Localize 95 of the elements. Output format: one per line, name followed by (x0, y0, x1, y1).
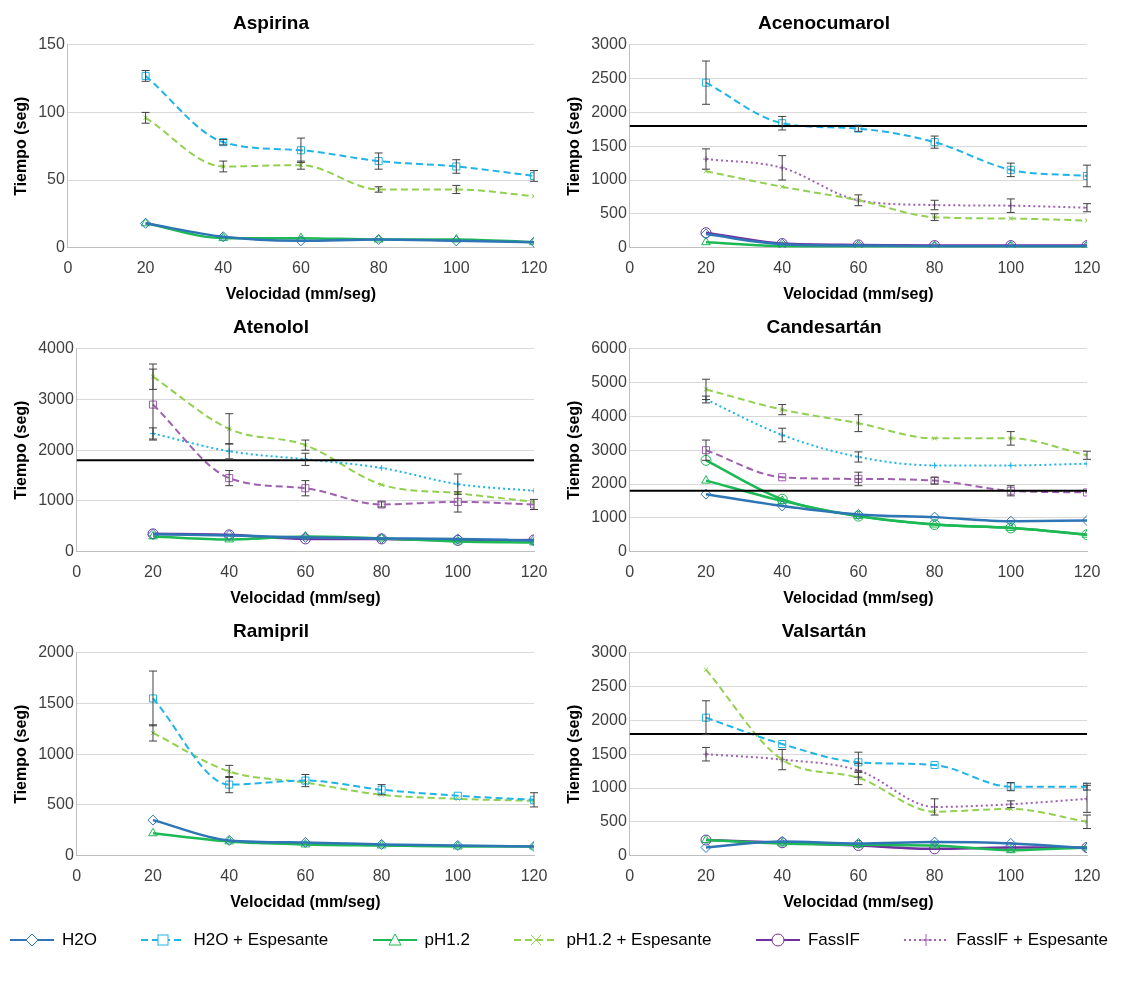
x-tick-label: 60 (296, 562, 315, 580)
y-axis-title: Tiempo (seg) (565, 400, 583, 500)
x-tick-label: 120 (520, 258, 548, 276)
x-tick-label: 120 (1073, 866, 1101, 884)
y-axis-title: Tiempo (seg) (565, 96, 583, 196)
y-tick-label: 2500 (591, 677, 627, 695)
x-tick-label: 20 (697, 258, 715, 276)
x-tick-label: 80 (925, 562, 944, 580)
y-tick-label: 1000 (38, 491, 74, 509)
x-axis-title: Velocidad (mm/seg) (783, 284, 934, 302)
y-tick-label: 2000 (38, 440, 74, 458)
x-tick-label: 40 (773, 866, 792, 884)
x-tick-label: 120 (520, 866, 548, 884)
y-tick-label: 2500 (591, 69, 627, 87)
y-tick-label: 5000 (591, 373, 627, 391)
x-tick-label: 120 (1073, 562, 1101, 580)
x-tick-label: 40 (773, 258, 792, 276)
y-tick-label: 3000 (591, 440, 627, 458)
y-tick-label: 0 (55, 238, 65, 256)
y-tick-label: 0 (617, 542, 627, 560)
x-tick-label: 20 (697, 562, 715, 580)
x-tick-label: 80 (925, 258, 944, 276)
chart-title: Acenocumarol (758, 11, 890, 33)
x-tick-label: 40 (773, 562, 792, 580)
y-tick-label: 0 (64, 542, 74, 560)
x-tick-label: 20 (144, 562, 162, 580)
x-tick-label: 60 (849, 866, 868, 884)
y-tick-label: 100 (38, 102, 65, 120)
x-axis-title: Velocidad (mm/seg) (783, 892, 934, 910)
y-tick-label: 1000 (591, 170, 627, 188)
y-tick-label: 4000 (591, 406, 627, 424)
y-tick-label: 500 (600, 204, 627, 222)
x-tick-label: 120 (1073, 258, 1101, 276)
y-tick-label: 1500 (591, 136, 627, 154)
y-tick-label: 0 (617, 846, 627, 864)
y-axis-title: Tiempo (seg) (12, 400, 30, 500)
x-tick-label: 100 (997, 562, 1025, 580)
x-tick-label: 100 (444, 866, 472, 884)
y-tick-label: 2000 (591, 710, 627, 728)
x-tick-label: 40 (220, 866, 239, 884)
y-tick-label: 3000 (591, 643, 627, 661)
chart-title: Candesartán (766, 315, 882, 337)
chart-title: Ramipril (232, 619, 310, 641)
x-tick-label: 80 (925, 866, 944, 884)
x-tick-label: 80 (372, 866, 391, 884)
x-tick-label: 60 (849, 258, 868, 276)
x-axis-title: Velocidad (mm/seg) (230, 588, 381, 606)
x-tick-label: 20 (136, 258, 155, 276)
legend-label: H2O (62, 930, 97, 950)
y-tick-label: 2000 (38, 643, 74, 661)
x-tick-label: 20 (144, 866, 162, 884)
chart-title: Atenolol (233, 315, 309, 337)
legend-label: pH1.2 + Espesante (566, 930, 712, 950)
y-tick-label: 1500 (38, 693, 74, 711)
x-tick-label: 100 (997, 258, 1025, 276)
y-tick-label: 2000 (591, 474, 627, 492)
y-tick-label: 50 (47, 170, 65, 188)
x-tick-label: 120 (520, 562, 548, 580)
y-axis-title: Tiempo (seg) (565, 704, 583, 804)
y-tick-label: 2000 (591, 102, 627, 120)
chart-title: Aspirina (232, 11, 310, 33)
x-tick-label: 20 (697, 866, 715, 884)
y-tick-label: 4000 (38, 339, 74, 357)
y-axis-title: Tiempo (seg) (12, 96, 30, 196)
y-tick-label: 150 (38, 35, 65, 53)
x-tick-label: 80 (372, 562, 391, 580)
legend-label: pH1.2 (424, 930, 470, 950)
x-tick-label: 80 (369, 258, 388, 276)
y-tick-label: 1500 (591, 744, 627, 762)
y-axis-title: Tiempo (seg) (12, 704, 30, 804)
y-tick-label: 1000 (591, 778, 627, 796)
x-tick-label: 60 (296, 866, 315, 884)
y-tick-label: 1000 (38, 744, 74, 762)
x-tick-label: 40 (220, 562, 239, 580)
x-axis-title: Velocidad (mm/seg) (225, 284, 377, 302)
legend-label: H2O + Espesante (193, 930, 329, 950)
y-tick-label: 500 (47, 795, 74, 813)
y-tick-label: 3000 (591, 35, 627, 53)
chart-title: Valsartán (781, 619, 867, 641)
x-tick-label: 100 (997, 866, 1025, 884)
x-tick-label: 100 (444, 562, 472, 580)
y-tick-label: 3000 (38, 389, 74, 407)
y-tick-label: 1000 (591, 508, 627, 526)
y-tick-label: 0 (617, 238, 627, 256)
y-tick-label: 0 (64, 846, 74, 864)
x-tick-label: 40 (214, 258, 233, 276)
legend-label: FassIF (807, 930, 860, 950)
y-tick-label: 500 (600, 812, 627, 830)
legend-label: FassIF + Espesante (956, 930, 1108, 950)
x-axis-title: Velocidad (mm/seg) (783, 588, 934, 606)
x-tick-label: 100 (442, 258, 470, 276)
x-tick-label: 60 (292, 258, 310, 276)
x-tick-label: 60 (849, 562, 868, 580)
y-tick-label: 6000 (591, 339, 627, 357)
x-axis-title: Velocidad (mm/seg) (230, 892, 381, 910)
